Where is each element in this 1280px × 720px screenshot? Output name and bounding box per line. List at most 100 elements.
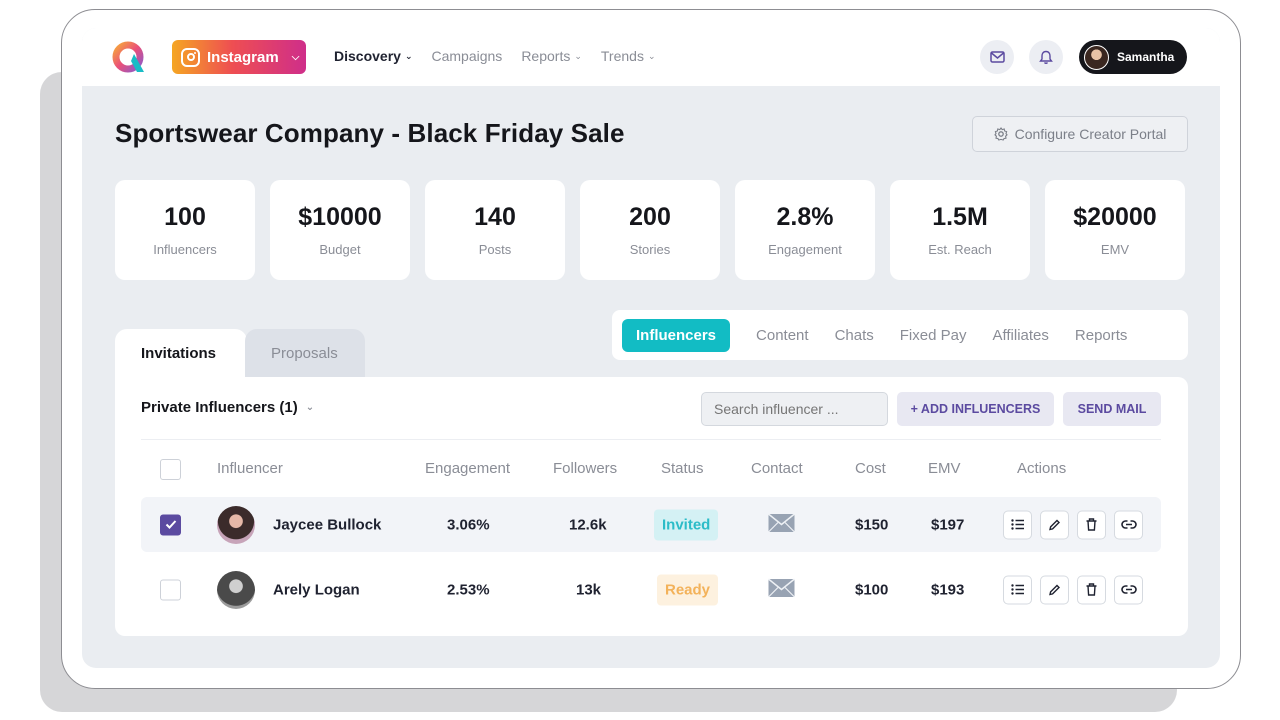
stat-card-engagement: 2.8% Engagement [735,180,875,280]
column-header-status: Status [661,460,704,477]
column-header-engagement: Engagement [425,460,511,477]
stat-value: 140 [474,203,516,231]
engagement-value: 3.06% [447,516,490,533]
stat-label: Est. Reach [928,242,992,257]
tab-invitations[interactable]: Invitations [115,329,247,377]
messages-button[interactable] [980,40,1014,74]
nav-trends[interactable]: Trends ⌄ [601,48,656,64]
add-influencers-button[interactable]: + ADD INFLUENCERS [897,392,1054,426]
chevron-down-icon: ⌵ [291,51,300,63]
tab-chats[interactable]: Chats [834,326,874,344]
user-menu[interactable]: Samantha [1079,40,1187,74]
influencer-name[interactable]: Jaycee Bullock [273,516,382,533]
configure-creator-portal-button[interactable]: Configure Creator Portal [972,116,1188,152]
table-row[interactable]: Arely Logan 2.53% 13k Ready $100 $193 [141,562,1161,617]
stat-label: Budget [319,242,361,257]
select-all-checkbox[interactable] [160,459,181,480]
column-header-emv: EMV [928,460,961,477]
top-navbar: Instagram ⌵ Discovery ⌄ Campaigns Report… [82,28,1220,86]
copy-link-button[interactable] [1114,575,1143,604]
app-logo-icon[interactable] [112,40,148,74]
emv-value: $197 [931,516,965,533]
link-icon [1120,520,1137,529]
tab-influencers[interactable]: Influencers [622,318,731,352]
pencil-icon [1049,519,1060,530]
stat-value: 200 [629,203,671,231]
influencers-panel: Private Influencers (1) ⌄ + ADD INFLUENC… [115,377,1188,636]
nav-reports[interactable]: Reports ⌄ [521,48,582,64]
followers-value: 12.6k [569,516,607,533]
stat-label: Engagement [768,242,842,257]
nav-discovery[interactable]: Discovery ⌄ [334,48,412,64]
bell-icon [1039,50,1053,64]
row-actions [1003,575,1143,604]
table-header: Influencer Engagement Followers Status C… [141,459,1161,482]
tab-content[interactable]: Content [756,326,809,344]
stat-label: Stories [629,242,671,257]
pencil-icon [1049,584,1060,595]
influencer-name[interactable]: Arely Logan [273,581,360,598]
delete-button[interactable] [1077,575,1106,604]
details-button[interactable] [1003,510,1032,539]
nav-campaigns[interactable]: Campaigns [431,48,502,64]
tab-proposals[interactable]: Proposals [245,329,365,377]
nav-campaigns-label: Campaigns [431,48,503,64]
envelope-icon [768,512,795,532]
delete-button[interactable] [1077,510,1106,539]
column-header-followers: Followers [553,460,618,477]
platform-label: Instagram [207,48,279,66]
row-checkbox[interactable] [160,514,181,535]
check-icon [165,520,176,529]
chevron-down-icon: ⌄ [305,402,315,413]
copy-link-button[interactable] [1114,510,1143,539]
stat-value: 100 [164,203,206,231]
tab-fixed-pay[interactable]: Fixed Pay [899,326,967,344]
column-header-cost: Cost [855,460,886,477]
influencer-filter-dropdown[interactable]: Private Influencers (1) ⌄ [141,399,314,416]
row-checkbox[interactable] [160,579,181,600]
stat-label: EMV [1100,242,1130,257]
edit-button[interactable] [1040,575,1069,604]
tab-reports[interactable]: Reports [1074,326,1128,344]
stat-card-budget: $10000 Budget [270,180,410,280]
stat-value: $20000 [1073,203,1157,231]
instagram-icon [181,47,200,67]
page-title: Sportswear Company - Black Friday Sale [115,118,625,148]
search-input[interactable] [701,392,888,426]
cost-value: $100 [855,581,889,598]
nav-trends-label: Trends [600,48,644,64]
list-icon [1010,519,1024,530]
trash-icon [1086,583,1097,596]
send-mail-button[interactable]: SEND MAIL [1063,392,1161,426]
stat-card-posts: 140 Posts [425,180,565,280]
notifications-button[interactable] [1029,40,1063,74]
status-badge: Invited [654,509,719,540]
table-row[interactable]: Jaycee Bullock 3.06% 12.6k Invited $150 … [141,497,1161,552]
contact-button[interactable] [768,577,795,601]
details-button[interactable] [1003,575,1032,604]
contact-button[interactable] [768,512,795,536]
filter-label: Private Influencers (1) [141,399,298,416]
section-tabs: Influencers Content Chats Fixed Pay Affi… [612,310,1188,360]
tab-affiliates[interactable]: Affiliates [992,326,1049,344]
avatar [1084,44,1109,70]
app-window: Instagram ⌵ Discovery ⌄ Campaigns Report… [82,28,1220,668]
stat-label: Influencers [153,242,217,257]
list-icon [1010,584,1024,595]
invitation-tabs: Invitations Proposals [115,329,365,377]
nav-reports-label: Reports [521,48,571,64]
stat-card-influencers: 100 Influencers [115,180,255,280]
trash-icon [1086,518,1097,531]
link-icon [1120,585,1137,594]
stat-card-emv: $20000 EMV [1045,180,1185,280]
emv-value: $193 [931,581,965,598]
column-header-influencer: Influencer [217,460,283,477]
user-name: Samantha [1117,50,1175,64]
configure-creator-portal-label: Configure Creator Portal [1014,126,1167,142]
engagement-value: 2.53% [447,581,490,598]
chevron-down-icon: ⌄ [404,50,413,61]
column-header-contact: Contact [751,460,803,477]
nav-discovery-label: Discovery [334,48,401,64]
edit-button[interactable] [1040,510,1069,539]
platform-selector[interactable]: Instagram ⌵ [172,40,306,74]
